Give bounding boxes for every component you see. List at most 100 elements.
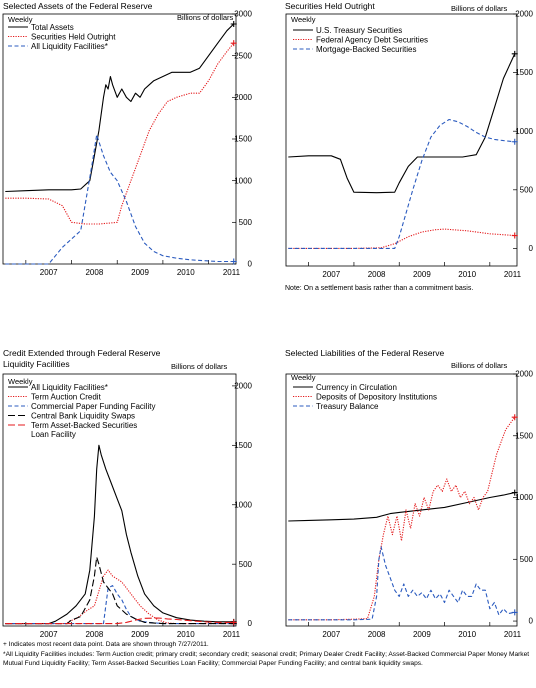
y-tick-label: 0 <box>529 244 534 253</box>
legend-label: All Liquidity Facilities* <box>31 42 108 51</box>
chart-panel-1: 0 500 1000 1500 2000 2500 3000 2007 2008 2009 2010… <box>2 10 253 277</box>
series-line-1 <box>5 444 234 625</box>
x-tick-label: 2008 <box>85 630 103 639</box>
panel3-title-line1: Credit Extended through Federal Reserve <box>3 348 161 358</box>
y-tick-label: 0 <box>248 619 253 628</box>
y-tick-label: 1000 <box>515 127 533 136</box>
y-tick-label: 500 <box>520 185 534 194</box>
y-tick-label: 1500 <box>234 441 252 450</box>
legend-label: All Liquidity Facilities* <box>31 383 108 392</box>
panel4-unit: Billions of dollars <box>451 361 508 370</box>
latest-point-marker <box>511 138 518 145</box>
x-tick-label: 2010 <box>177 630 195 639</box>
plot-frame <box>285 13 518 267</box>
frequency-label: Weekly <box>8 377 33 386</box>
panel2-unit: Billions of dollars <box>451 4 508 13</box>
plot-frame <box>2 13 237 265</box>
x-tick-label: 2007 <box>322 270 340 279</box>
x-tick-label: 2010 <box>177 268 195 277</box>
panel4-title: Selected Liabilities of the Federal Rese… <box>285 348 445 358</box>
x-tick-label: 2010 <box>458 630 476 639</box>
latest-point-marker <box>230 21 237 27</box>
series-line-2 <box>5 569 234 625</box>
legend-label: U.S. Treasury Securities <box>316 26 402 35</box>
latest-point-marker <box>230 258 237 265</box>
panel3-unit: Billions of dollars <box>171 362 228 371</box>
series-line-3 <box>288 118 515 249</box>
y-tick-label: 1500 <box>515 431 533 440</box>
y-tick-label: 1000 <box>515 493 533 502</box>
legend-label: Central Bank Liquidity Swaps <box>31 412 135 421</box>
frequency-label: Weekly <box>291 373 316 382</box>
series-line-1 <box>288 53 516 194</box>
legend-label: Term Asset-Backed Securities <box>31 421 137 430</box>
x-tick-label: 2008 <box>85 268 103 277</box>
panel1-title: Selected Assets of the Federal Reserve <box>3 1 153 11</box>
x-tick-label: 2009 <box>131 268 149 277</box>
latest-point-marker <box>511 414 518 421</box>
legend-label: Term Auction Credit <box>31 393 102 402</box>
x-tick-label: 2007 <box>322 630 340 639</box>
series-line-3 <box>288 546 515 621</box>
series-line-3 <box>5 134 234 265</box>
plot-frame <box>285 373 518 627</box>
y-tick-label: 1500 <box>515 68 533 77</box>
series-line-2 <box>5 42 235 225</box>
series-line-2 <box>288 228 515 249</box>
legend-label: Securities Held Outright <box>31 33 116 42</box>
legend-label: Mortgage-Backed Securities <box>316 45 417 54</box>
y-tick-label: 2000 <box>234 381 252 390</box>
x-tick-label: 2007 <box>40 268 58 277</box>
x-tick-label: 2011 <box>223 630 241 639</box>
x-tick-label: 2009 <box>413 270 431 279</box>
legend-label: Federal Agency Debt Securities <box>316 36 428 45</box>
y-tick-label: 1500 <box>234 135 252 144</box>
y-tick-label: 500 <box>239 218 253 227</box>
footnote-liquidity-facilities: *All Liquidity Facilities includes: Term… <box>3 651 530 667</box>
frequency-label: Weekly <box>8 15 33 24</box>
latest-point-marker <box>511 50 518 57</box>
latest-point-marker <box>511 232 518 239</box>
latest-point-marker <box>511 489 518 496</box>
chart-panel-3: 0 500 1000 1500 2000 2007 2008 2009 2010 2011 Week… <box>2 373 253 639</box>
y-tick-label: 2500 <box>234 51 252 60</box>
legend-label: Currency in Circulation <box>316 383 397 392</box>
y-tick-label: 0 <box>248 260 253 269</box>
series-line-1 <box>5 23 235 193</box>
x-tick-label: 2009 <box>131 630 149 639</box>
x-tick-label: 2011 <box>223 268 241 277</box>
legend-label: Total Assets <box>31 23 74 32</box>
frequency-label: Weekly <box>291 15 316 24</box>
panel2-note: Note: On a settlement basis rather than … <box>285 285 474 292</box>
latest-point-marker <box>230 40 237 47</box>
y-tick-label: 1000 <box>234 500 252 509</box>
y-tick-label: 3000 <box>234 10 252 19</box>
series-line-3 <box>5 585 234 625</box>
y-tick-label: 500 <box>239 560 253 569</box>
x-tick-label: 2008 <box>368 630 386 639</box>
legend-label: Treasury Balance <box>316 402 379 411</box>
y-tick-label: 500 <box>520 555 534 564</box>
y-tick-label: 2000 <box>234 93 252 102</box>
y-tick-label: 2000 <box>515 10 533 19</box>
legend-label: Deposits of Depository Institutions <box>316 393 437 402</box>
y-tick-label: 1000 <box>234 176 252 185</box>
plot-frame <box>2 373 237 627</box>
x-tick-label: 2009 <box>413 630 431 639</box>
panel1-unit: Billions of dollars <box>177 13 234 22</box>
latest-point-marker <box>511 609 518 616</box>
footnote-most-recent: + Indicates most recent data point. Data… <box>3 641 209 648</box>
series-line-1 <box>288 492 515 522</box>
chart-panel-4: 0 500 1000 1500 2000 2007 2008 2009 2010 2011 Week… <box>285 370 534 639</box>
legend-label: Loan Facility <box>31 430 76 439</box>
x-tick-label: 2007 <box>40 630 58 639</box>
latest-point-marker <box>230 619 237 626</box>
x-tick-label: 2010 <box>458 270 476 279</box>
legend-label: Commercial Paper Funding Facility <box>31 402 156 411</box>
x-tick-label: 2011 <box>504 630 522 639</box>
x-tick-label: 2008 <box>368 270 386 279</box>
panel3-title-line2: Liquidity Facilities <box>3 359 70 369</box>
series-line-5 <box>5 617 234 625</box>
y-tick-label: 2000 <box>515 370 533 379</box>
